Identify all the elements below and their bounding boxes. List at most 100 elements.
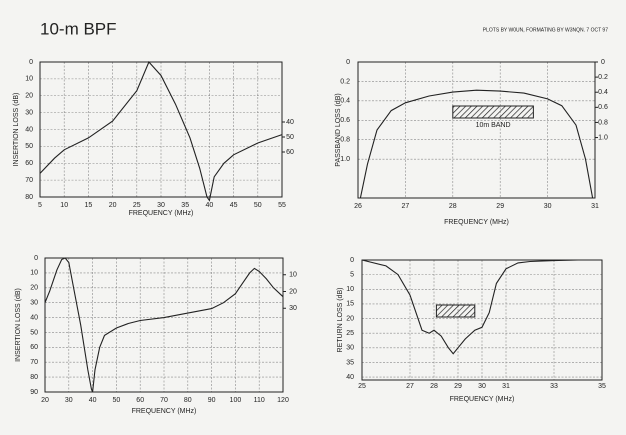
x-tick-label: 26 [354,203,362,210]
x-tick-label: 28 [430,383,438,390]
y-axis-label: INSERTION LOSS (dB) [13,93,20,167]
x-tick-label: 70 [160,397,168,404]
y2-tick-label: 10 [289,272,297,279]
y-tick-label: 10 [346,286,354,293]
y-tick-label: 15 [346,301,354,308]
credit: PLOTS BY W0UN, FORMATING BY W3NQN. 7 OCT… [483,27,608,33]
y-tick-label: 70 [25,177,33,184]
y-axis-label: PASSBAND LOSS (dB) [335,93,342,166]
x-tick-label: 110 [254,397,265,404]
x-tick-label: 100 [230,397,242,404]
x-axis-label: FREQUENCY (MHz) [129,210,194,217]
x-tick-label: 27 [402,203,410,210]
y-tick-label: 10 [25,76,33,83]
y-tick-label: 0.6 [340,117,350,124]
y-tick-label: 50 [25,143,33,150]
y-tick-label: 90 [30,389,38,396]
x-axis-label: FREQUENCY (MHz) [444,219,509,226]
x-tick-label: 20 [109,202,117,209]
x-tick-label: 31 [502,383,510,390]
y2-tick-label: 1.0 [598,134,608,141]
x-tick-label: 40 [206,202,214,209]
y-tick-label: 20 [25,93,33,100]
plot-frame [39,61,283,198]
y-tick-label: 25 [346,330,354,337]
x-tick-label: 40 [89,397,97,404]
y-tick-label: 50 [30,329,38,336]
x-tick-label: 25 [358,383,366,390]
x-tick-label: 50 [113,397,121,404]
curve [44,257,284,393]
y-tick-label: 0.4 [340,98,350,105]
curve [39,60,283,202]
x-tick-label: 30 [65,397,73,404]
x-tick-label: 28 [449,203,457,210]
x-tick-label: 30 [544,203,552,210]
band-label: 10m BAND [476,122,511,129]
y-tick-label: 0 [350,257,354,264]
y-axis-label: INSERTION LOSS (dB) [15,288,22,362]
y2-tick-label: 0.4 [598,89,608,96]
y-tick-label: 30 [25,109,33,116]
x-tick-label: 25 [133,202,141,209]
x-tick-label: 35 [181,202,189,209]
plot-frame [44,257,284,393]
y2-tick-label: 0.2 [598,74,608,81]
x-tick-label: 55 [278,202,286,209]
x-tick-label: 27 [406,383,414,390]
x-tick-label: 5 [38,202,42,209]
y-tick-label: 35 [346,359,354,366]
y2-tick-label: 60 [286,149,294,156]
y-tick-label: 80 [30,374,38,381]
curve [359,89,594,199]
x-tick-label: 120 [277,397,289,404]
y-tick-label: 70 [30,359,38,366]
y-tick-label: 5 [350,271,354,278]
page-title: 10-m BPF [40,19,117,38]
y-tick-label: 60 [25,160,33,167]
y-tick-label: 0 [29,59,33,66]
y-tick-label: 60 [30,344,38,351]
x-tick-label: 33 [550,383,558,390]
x-tick-label: 45 [230,202,238,209]
band-box [435,304,476,318]
y-axis-label: RETURN LOSS (dB) [337,288,344,353]
y-tick-label: 40 [30,314,38,321]
y2-tick-label: 30 [289,305,297,312]
y-tick-label: 20 [346,315,354,322]
x-tick-label: 35 [598,383,606,390]
y-tick-label: 40 [25,126,33,133]
y-tick-label: 0.2 [340,78,350,85]
x-tick-label: 90 [208,397,216,404]
x-tick-label: 30 [157,202,165,209]
x-tick-label: 50 [254,202,262,209]
x-tick-label: 15 [85,202,93,209]
y-tick-label: 20 [30,285,38,292]
y2-tick-label: 20 [289,288,297,295]
plot-frame [357,61,596,199]
plot-frame [361,259,603,381]
y-tick-label: 0.8 [340,137,350,144]
x-axis-label: FREQUENCY (MHz) [132,408,197,415]
x-tick-label: 20 [41,397,49,404]
x-tick-label: 29 [496,203,504,210]
y2-tick-label: 0 [601,59,605,66]
y-tick-label: 10 [30,270,38,277]
x-tick-label: 80 [184,397,192,404]
y2-tick-label: 40 [286,119,294,126]
y2-tick-label: 0.8 [598,119,608,126]
y2-tick-label: 0.6 [598,104,608,111]
x-tick-label: 60 [136,397,144,404]
curve [361,259,602,355]
y-tick-label: 0 [346,59,350,66]
x-tick-label: 29 [454,383,462,390]
x-tick-label: 10 [60,202,68,209]
x-axis-label: FREQUENCY (MHz) [450,396,515,403]
x-tick-label: 31 [591,203,599,210]
x-tick-label: 30 [478,383,486,390]
y-tick-label: 1.0 [340,156,350,163]
y-tick-label: 80 [25,194,33,201]
y-tick-label: 30 [30,300,38,307]
y2-tick-label: 50 [286,134,294,141]
